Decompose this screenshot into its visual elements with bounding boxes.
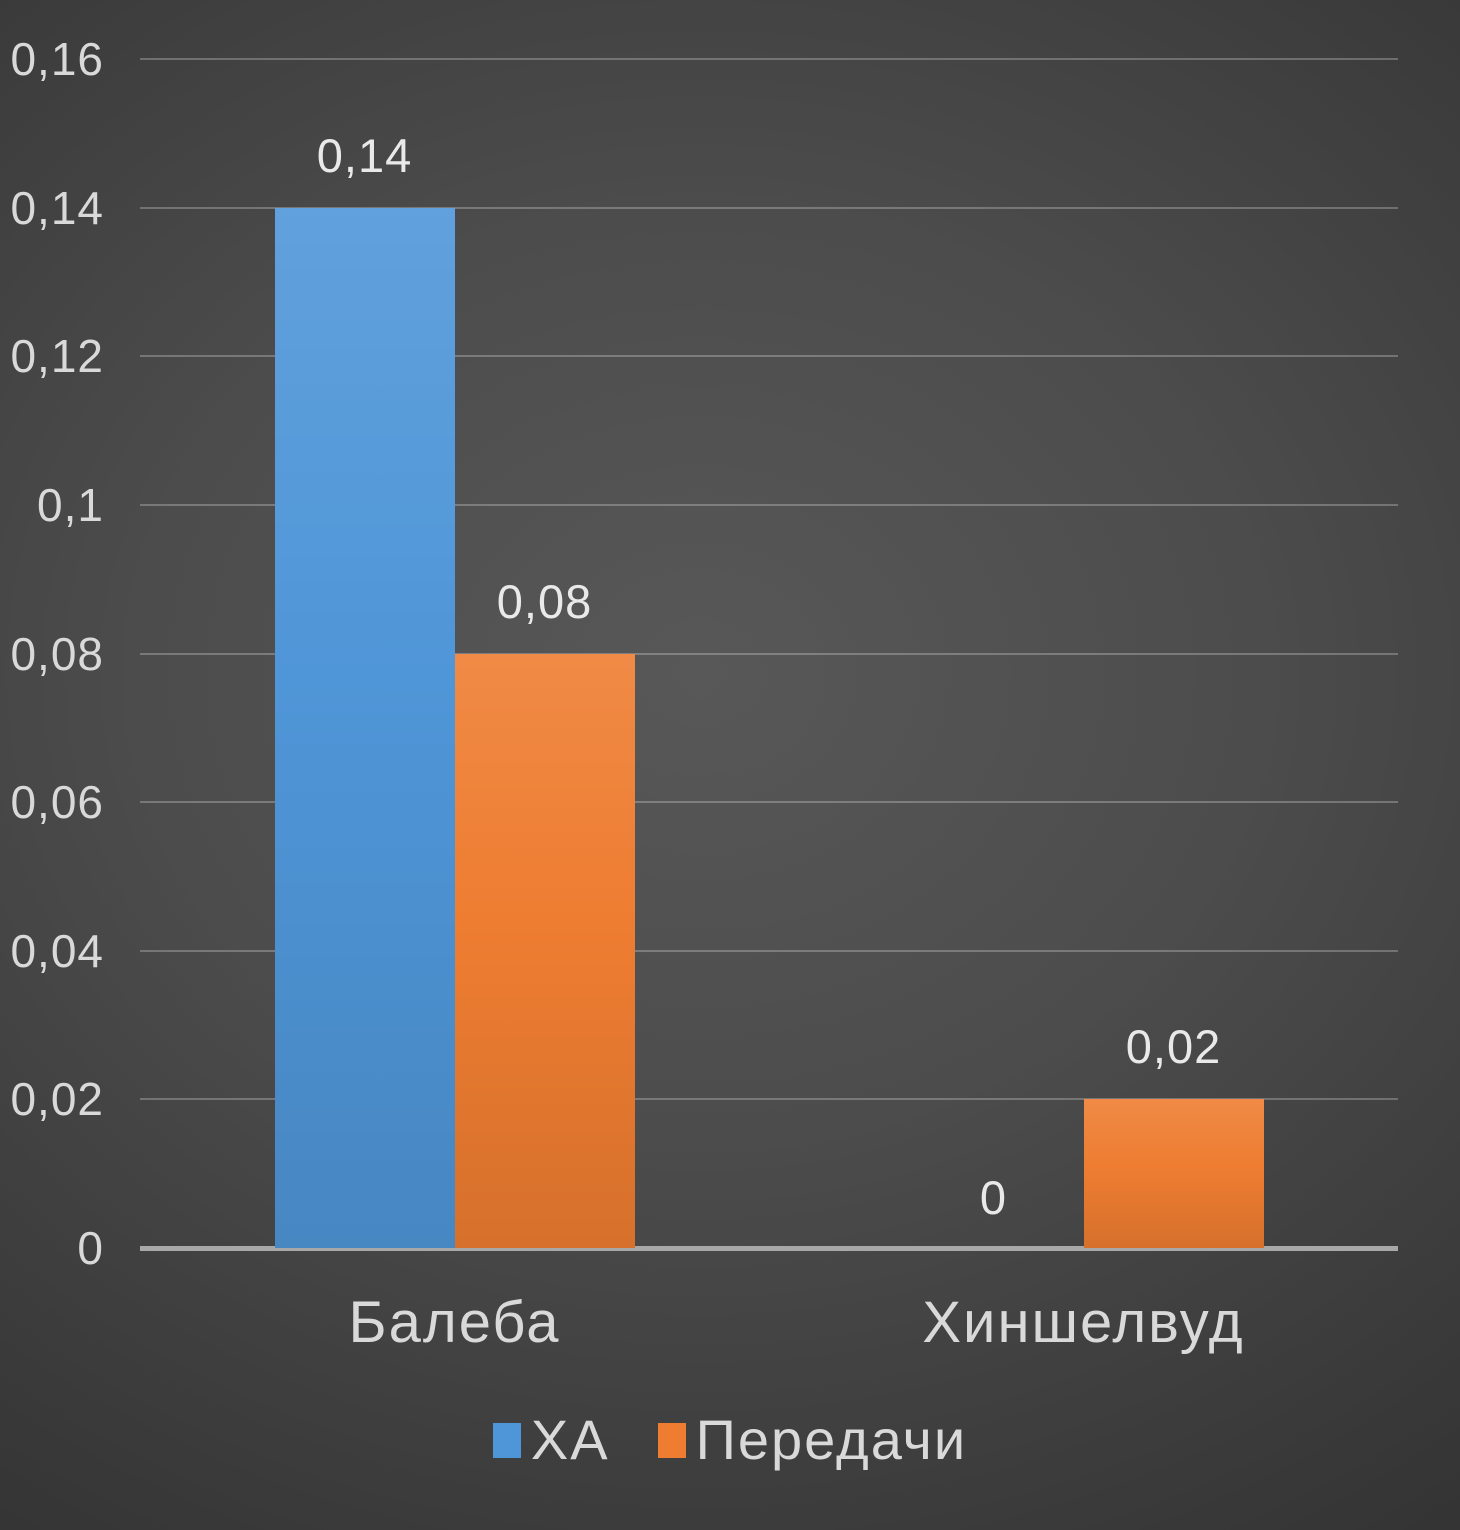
x-axis-line xyxy=(140,1246,1398,1251)
y-axis-tick-label: 0,08 xyxy=(10,627,104,680)
x-axis-category-label: Балеба xyxy=(348,1290,561,1355)
bar-value-label: 0,02 xyxy=(1125,1020,1222,1074)
y-axis-tick-label: 0,1 xyxy=(37,478,104,531)
y-axis-tick-label: 0 xyxy=(77,1222,104,1274)
y-axis-tick-label: 0,16 xyxy=(10,33,104,85)
bar-value-label: 0,08 xyxy=(496,574,593,628)
y-gridline xyxy=(140,58,1398,60)
y-axis-tick-label: 0,02 xyxy=(10,1073,104,1126)
y-axis-tick-label: 0,12 xyxy=(10,330,104,383)
y-axis-tick-label: 0,06 xyxy=(10,776,104,829)
y-axis-tick-label: 0,04 xyxy=(10,924,104,977)
y-gridline xyxy=(140,1098,1398,1101)
bar-value-label: 0 xyxy=(979,1171,1008,1224)
legend-item-xa: ХА xyxy=(492,1408,610,1471)
bar-Передачи-Хиншелвуд xyxy=(1083,1099,1264,1248)
bar-value-label: 0,14 xyxy=(316,128,413,182)
chart-legend: ХА Передачи xyxy=(0,1412,1460,1468)
bar-ХА-Балеба xyxy=(274,207,455,1249)
x-axis-category-label: Хиншелвуд xyxy=(922,1290,1245,1355)
legend-swatch-xa xyxy=(492,1422,521,1458)
y-gridline xyxy=(140,801,1398,804)
legend-label-xa: ХА xyxy=(530,1408,610,1471)
y-gridline xyxy=(140,355,1398,358)
legend-swatch-peredachi xyxy=(657,1422,686,1458)
y-gridline xyxy=(140,949,1398,952)
bar-Передачи-Балеба xyxy=(454,653,635,1248)
y-gridline xyxy=(140,503,1398,506)
y-axis-tick-label: 0,14 xyxy=(10,181,104,234)
y-gridline xyxy=(140,206,1398,209)
legend-label-peredachi: Передачи xyxy=(695,1408,968,1471)
legend-item-peredachi: Передачи xyxy=(657,1408,968,1471)
y-gridline xyxy=(140,652,1398,655)
